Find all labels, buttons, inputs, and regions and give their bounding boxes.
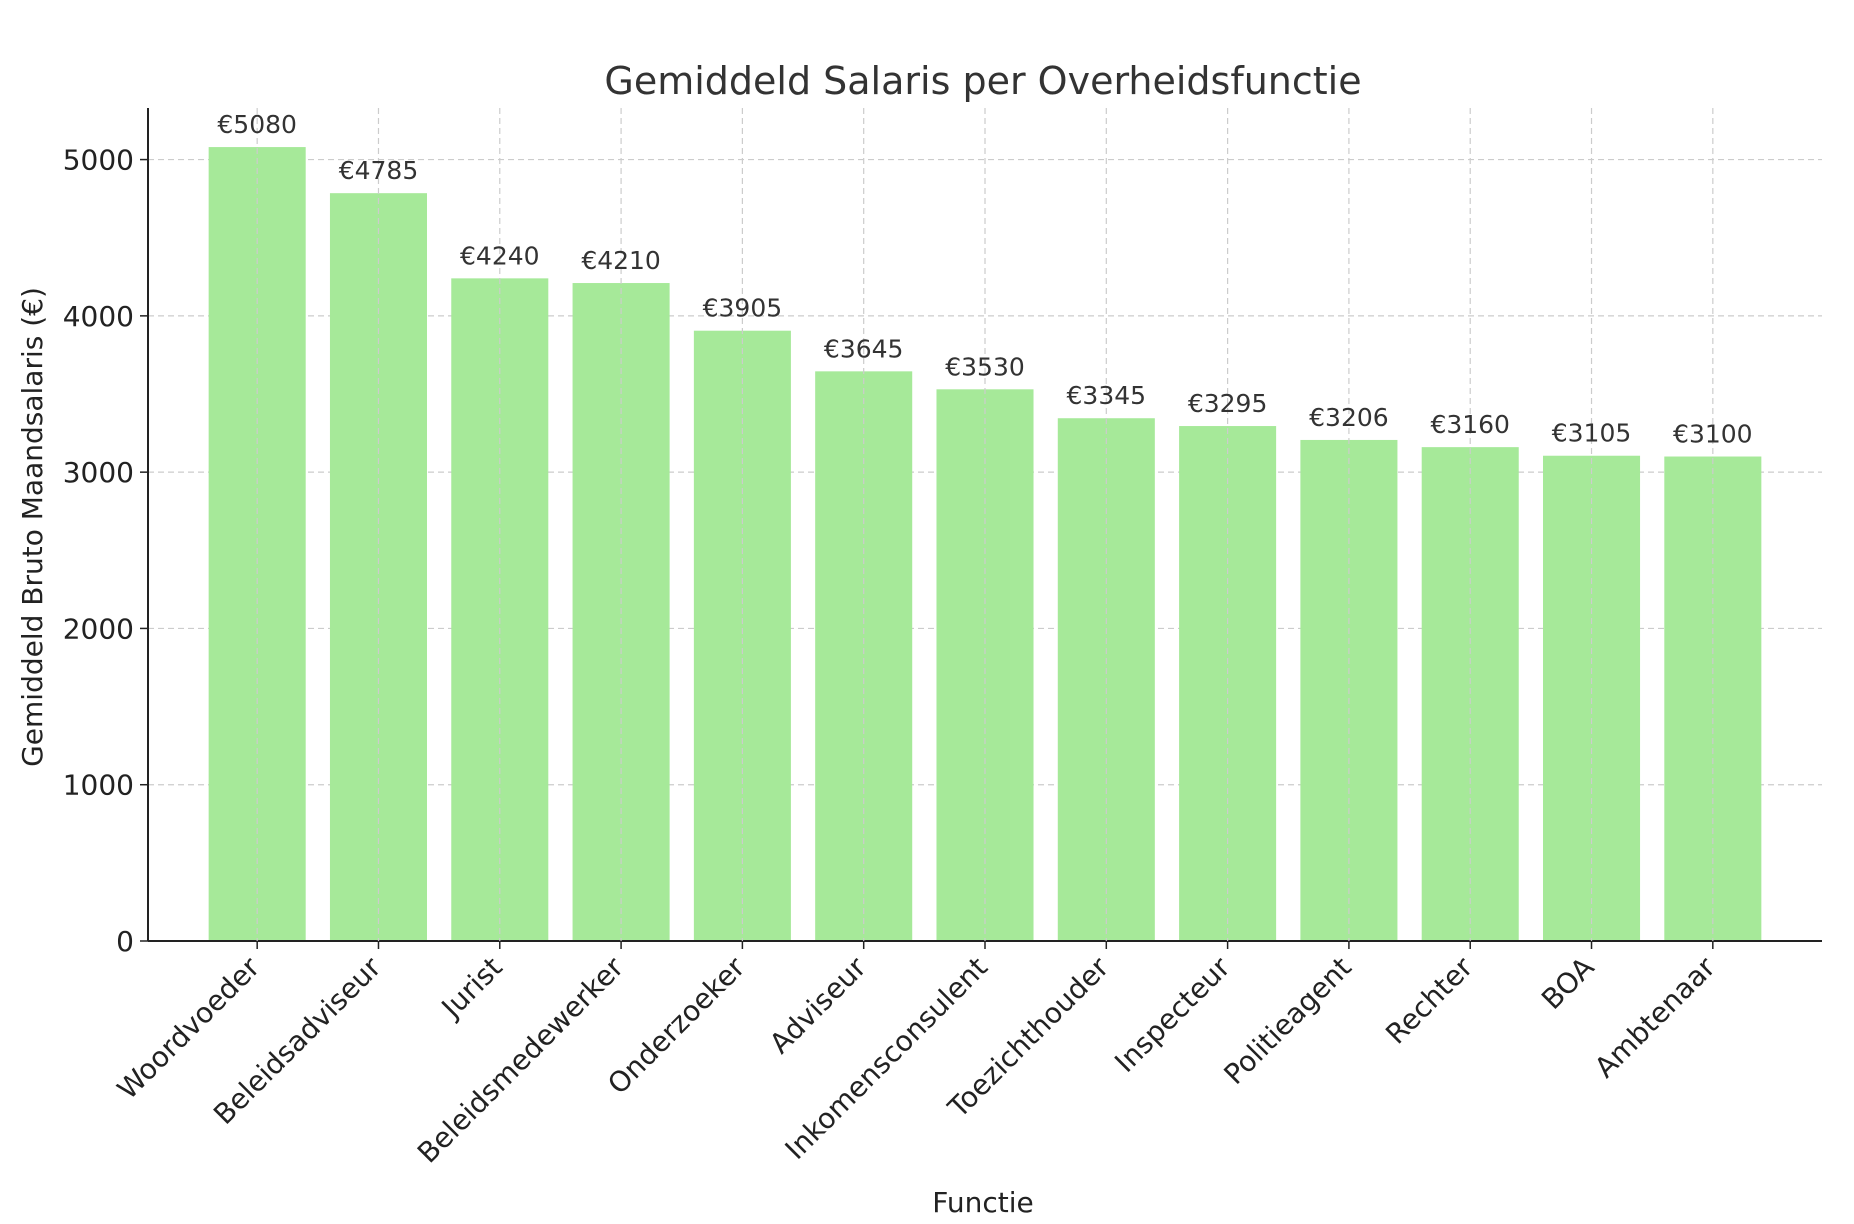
x-tick-label: Adviseur [763, 950, 873, 1060]
x-tick-label: BOA [1535, 951, 1600, 1016]
x-tick-label: Beleidsmedewerker [411, 950, 630, 1169]
bar-data-label: €3345 [1067, 381, 1147, 410]
bar-data-label: €3105 [1552, 419, 1632, 448]
y-tick-label: 5000 [63, 144, 134, 177]
bar-data-label: €3295 [1188, 389, 1268, 418]
bar-data-label: €4785 [339, 156, 419, 185]
y-tick-label: 2000 [63, 612, 134, 645]
x-tick-label: Politieagent [1218, 951, 1358, 1091]
y-tick-label: 1000 [63, 769, 134, 802]
bar-data-label: €4210 [581, 246, 661, 275]
bar-data-label: €3645 [824, 334, 904, 363]
x-tick-label: Ambtenaar [1588, 950, 1722, 1084]
bar [815, 371, 913, 941]
bar-data-label: €3160 [1430, 410, 1510, 439]
bar [329, 193, 427, 941]
x-axis-label: Functie [932, 1186, 1033, 1219]
x-tick-label: Rechter [1379, 950, 1479, 1050]
bar-data-label: €3206 [1309, 403, 1389, 432]
labels-layer: €5080 €4785 €4240 €4210 €3905 €3645 €3530 €3345… [217, 108, 1753, 941]
y-tick-label: 3000 [63, 456, 134, 489]
x-tick-label: Jurist [434, 951, 509, 1026]
bar-data-label: €3905 [703, 294, 783, 323]
bar-data-label: €3530 [945, 352, 1025, 381]
y-tick-label: 4000 [63, 300, 134, 333]
x-tick-label: Inkomensconsulent [779, 951, 994, 1166]
chart-title: Gemiddeld Salaris per Overheidsfunctie [604, 59, 1361, 103]
y-tick-label: 0 [116, 925, 134, 958]
y-axis-label: Gemiddeld Bruto Maandsalaris (€) [16, 287, 49, 767]
bar-data-label: €4240 [460, 241, 540, 270]
bar-data-label: €3100 [1673, 420, 1753, 449]
x-tick-label: Inspecteur [1108, 950, 1237, 1079]
bar-data-label: €5080 [217, 110, 297, 139]
